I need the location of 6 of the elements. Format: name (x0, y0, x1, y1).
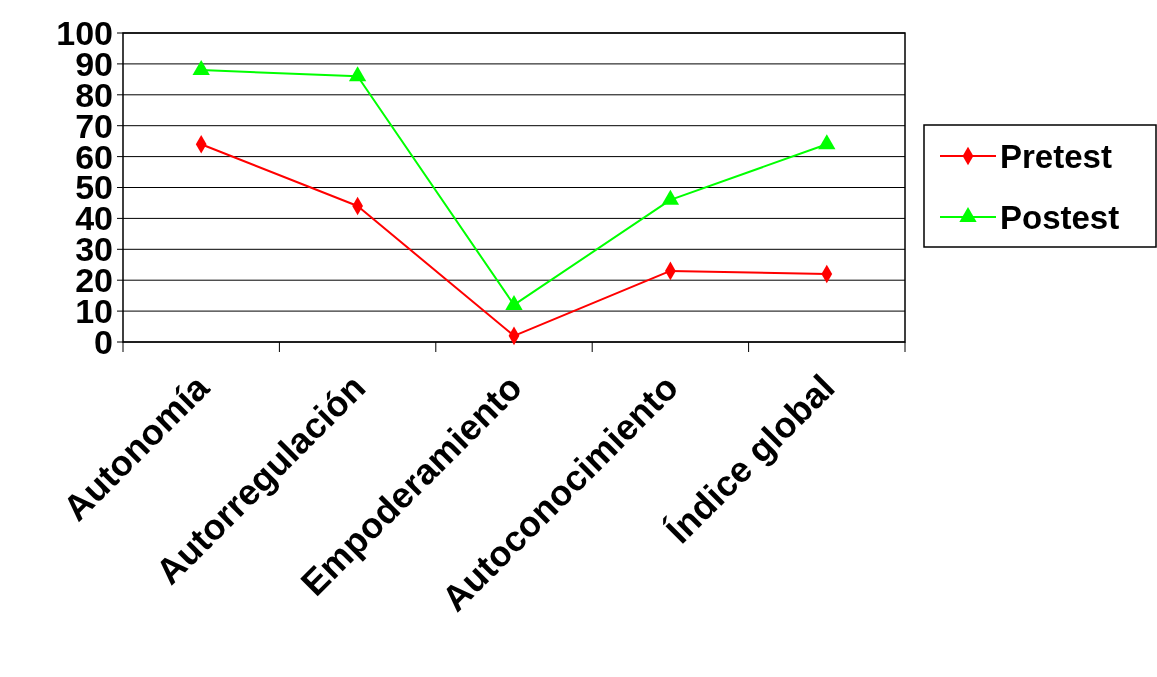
point (661, 189, 680, 205)
point (348, 66, 367, 82)
point (818, 134, 836, 150)
legend-label: Postest (1000, 198, 1120, 236)
legend-label: Pretest (1000, 137, 1112, 175)
point (192, 60, 210, 76)
